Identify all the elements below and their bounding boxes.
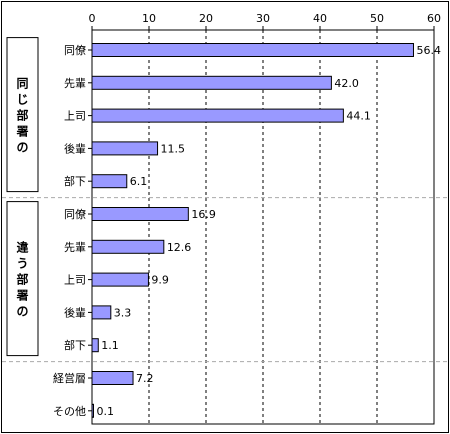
bar bbox=[91, 174, 128, 189]
value-label: 42.0 bbox=[334, 77, 359, 90]
bar bbox=[91, 108, 344, 123]
x-tick-label-10: 10 bbox=[142, 12, 156, 25]
value-label: 0.1 bbox=[97, 405, 115, 418]
group-label-char: の bbox=[16, 141, 28, 155]
value-label: 7.2 bbox=[136, 372, 154, 385]
x-tick-label-60: 60 bbox=[427, 12, 441, 25]
category-label: 経営層 bbox=[53, 371, 86, 385]
x-tick-label-0: 0 bbox=[89, 12, 96, 25]
value-label: 16.9 bbox=[191, 208, 216, 221]
bar bbox=[91, 141, 159, 156]
bar bbox=[91, 207, 189, 221]
category-label: 上司 bbox=[64, 274, 86, 287]
value-label: 1.1 bbox=[101, 339, 119, 352]
value-label: 12.6 bbox=[167, 241, 192, 254]
bar bbox=[91, 239, 165, 254]
bar bbox=[91, 305, 112, 320]
group-label-char: の bbox=[16, 305, 28, 319]
value-label: 11.5 bbox=[161, 142, 186, 155]
group-label-box bbox=[6, 201, 39, 357]
value-label: 56.4 bbox=[416, 44, 441, 57]
category-label: 先輩 bbox=[64, 76, 86, 90]
category-label: その他 bbox=[53, 405, 86, 418]
bar bbox=[91, 75, 332, 90]
bar bbox=[91, 371, 134, 385]
x-tick-label-40: 40 bbox=[313, 12, 327, 25]
group-label-char: じ bbox=[16, 93, 28, 107]
x-tick-label-30: 30 bbox=[256, 12, 270, 25]
category-label: 同僚 bbox=[64, 44, 86, 57]
x-tick-label-20: 20 bbox=[199, 12, 213, 25]
category-label: 部下 bbox=[64, 338, 86, 352]
category-label: 後輩 bbox=[64, 305, 86, 319]
value-label: 44.1 bbox=[346, 110, 371, 123]
value-label: 9.9 bbox=[151, 274, 169, 287]
group-label-char: 署 bbox=[15, 125, 28, 139]
group-label-char: う bbox=[16, 257, 28, 271]
value-label: 3.3 bbox=[114, 306, 132, 319]
category-label: 後輩 bbox=[64, 141, 86, 155]
category-label: 先輩 bbox=[64, 240, 86, 254]
group-label-char: 同 bbox=[16, 77, 28, 91]
category-label: 同僚 bbox=[64, 208, 86, 221]
value-label: 6.1 bbox=[130, 175, 148, 188]
category-label: 部下 bbox=[64, 174, 86, 188]
group-label-char: 部 bbox=[16, 272, 28, 287]
bar bbox=[91, 272, 149, 287]
x-tick-label-50: 50 bbox=[370, 12, 384, 25]
category-label: 上司 bbox=[64, 110, 86, 123]
group-label-char: 署 bbox=[15, 289, 28, 303]
group-label-char: 部 bbox=[16, 108, 28, 123]
bar bbox=[91, 338, 99, 353]
bar bbox=[91, 43, 414, 57]
bar bbox=[91, 403, 94, 418]
group-label-box bbox=[6, 37, 39, 193]
group-label-char: 違 bbox=[16, 240, 28, 255]
